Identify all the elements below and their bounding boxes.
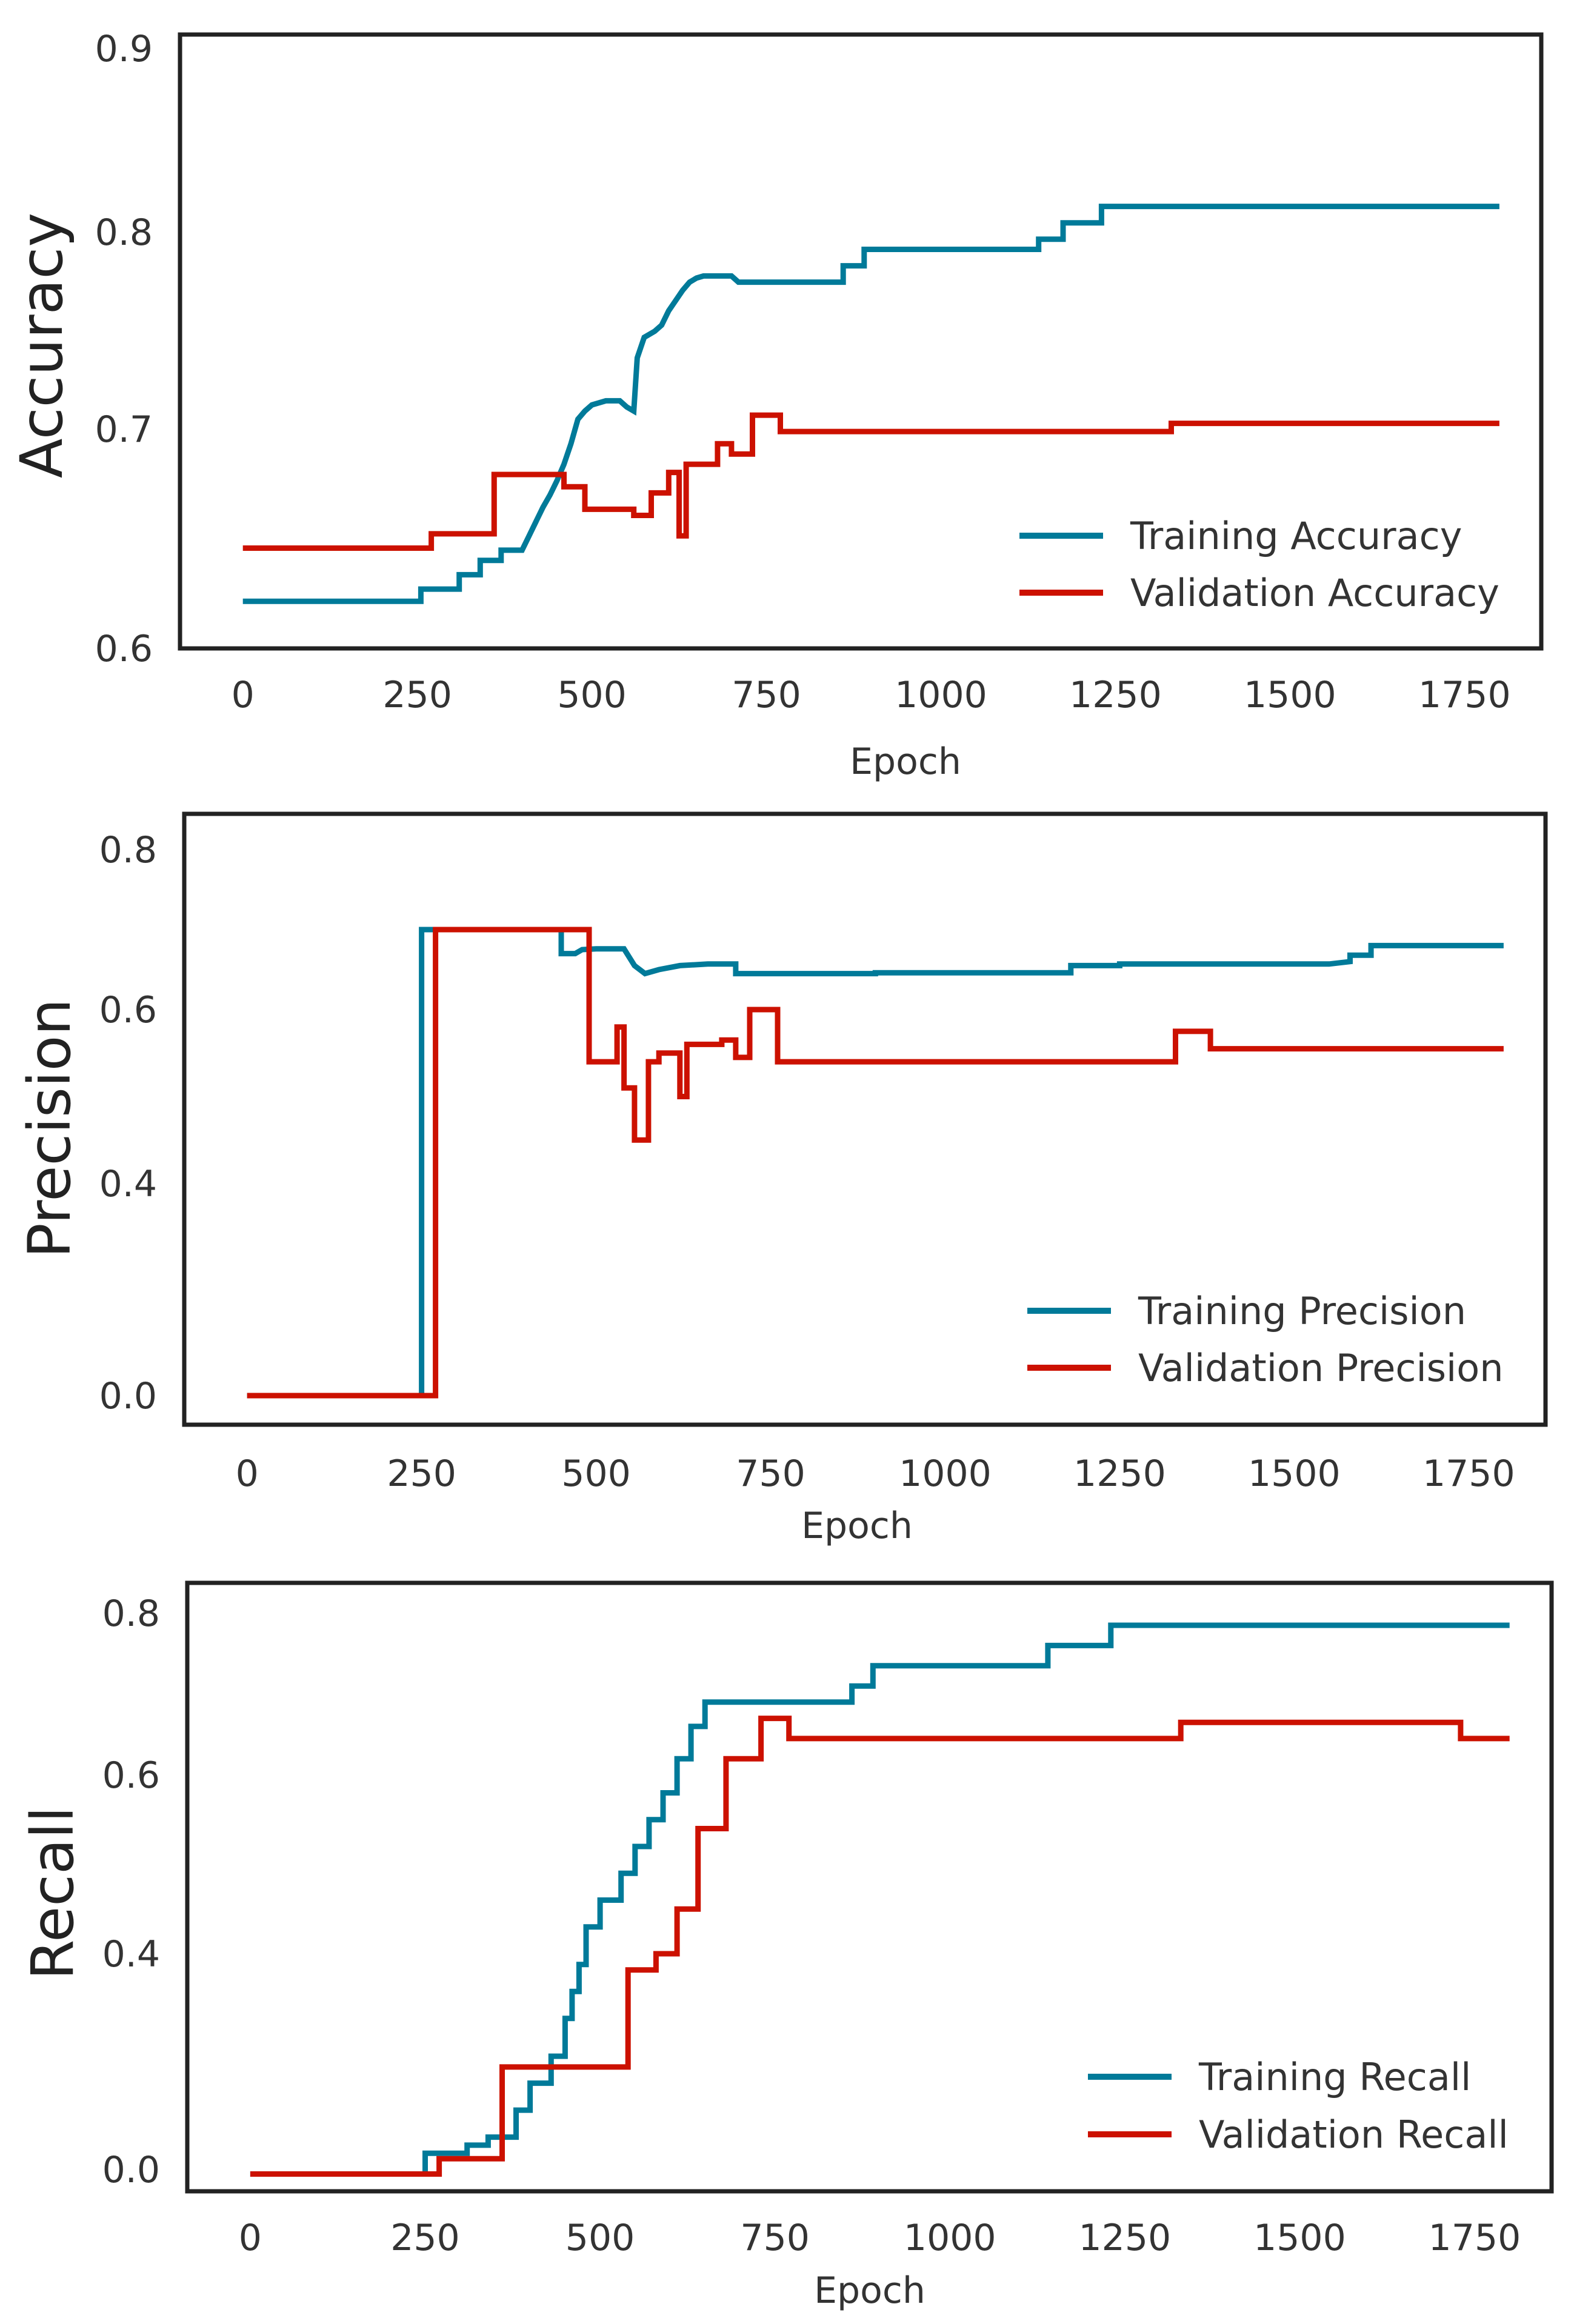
recall-x-tick-250: 250 <box>390 2217 460 2259</box>
accuracy-y-axis-label: Accuracy <box>8 213 76 478</box>
accuracy-x-axis-label: Epoch <box>850 741 961 783</box>
legend-label-training-recall: Training Recall <box>1198 2055 1471 2099</box>
accuracy-y-tick-0-6: 0.6 <box>95 628 153 670</box>
precision-y-tick-0-6: 0.6 <box>99 989 157 1031</box>
precision-tick-labels: 0 250 500 750 1000 1250 1500 1750 0.8 0.6 0.4 0.0 <box>99 829 1515 1495</box>
precision-x-tick-750: 750 <box>736 1453 805 1495</box>
precision-x-tick-1000: 1000 <box>899 1453 992 1495</box>
precision-plot-frame <box>182 811 1548 1427</box>
legend-label-validation-precision: Validation Precision <box>1138 1346 1504 1390</box>
accuracy-legend: Training Accuracy Validation Accuracy <box>1019 514 1499 615</box>
accuracy-tick-labels: 0 250 500 750 1000 1250 1500 1750 0.6 0.7 0.8 0.9 <box>95 28 1511 716</box>
validation-precision-line <box>247 927 1504 1399</box>
legend-label-validation-accuracy: Validation Accuracy <box>1130 571 1499 615</box>
accuracy-y-tick-0-9: 0.9 <box>95 28 153 70</box>
legend-label-training-accuracy: Training Accuracy <box>1130 514 1462 558</box>
precision-series-lines <box>247 927 1504 1399</box>
accuracy-x-tick-1750: 1750 <box>1418 674 1511 716</box>
precision-x-tick-1750: 1750 <box>1422 1453 1515 1495</box>
training-accuracy-line <box>242 204 1499 604</box>
recall-x-tick-0: 0 <box>239 2217 262 2259</box>
recall-x-tick-1750: 1750 <box>1429 2217 1521 2259</box>
precision-x-tick-1250: 1250 <box>1073 1453 1166 1495</box>
accuracy-x-tick-0: 0 <box>232 674 255 716</box>
recall-chart: 0 250 500 750 1000 1250 1500 1750 0.8 0.6 0.4 0.0 E… <box>19 1580 1554 2312</box>
recall-y-tick-0-6: 0.6 <box>102 1754 160 1797</box>
recall-x-tick-1500: 1500 <box>1253 2217 1346 2259</box>
validation-accuracy-line <box>242 412 1499 551</box>
recall-x-tick-1250: 1250 <box>1078 2217 1171 2259</box>
recall-y-tick-0: 0.0 <box>102 2149 160 2191</box>
training-precision-line <box>247 927 1504 1399</box>
recall-x-tick-500: 500 <box>565 2217 635 2259</box>
precision-x-tick-1500: 1500 <box>1248 1453 1341 1495</box>
precision-y-tick-0-4: 0.4 <box>99 1163 157 1205</box>
accuracy-x-tick-1500: 1500 <box>1244 674 1336 716</box>
recall-tick-labels: 0 250 500 750 1000 1250 1500 1750 0.8 0.6 0.4 0.0 <box>102 1593 1521 2259</box>
recall-plot-frame <box>185 1580 1554 2194</box>
precision-y-axis-label: Precision <box>16 999 84 1258</box>
accuracy-plot-frame <box>178 32 1544 651</box>
recall-y-axis-label: Recall <box>19 1806 87 1980</box>
validation-recall-line <box>250 1716 1510 2177</box>
accuracy-x-tick-1000: 1000 <box>895 674 987 716</box>
accuracy-y-tick-0-8: 0.8 <box>95 211 153 254</box>
training-recall-line <box>250 1622 1510 2177</box>
accuracy-x-tick-750: 750 <box>732 674 801 716</box>
accuracy-series-lines <box>242 204 1499 604</box>
accuracy-x-tick-250: 250 <box>382 674 452 716</box>
recall-legend: Training Recall Validation Recall <box>1088 2055 1509 2157</box>
precision-legend: Training Precision Validation Precision <box>1027 1289 1504 1390</box>
precision-x-tick-250: 250 <box>387 1453 456 1495</box>
precision-y-tick-0: 0.0 <box>99 1375 157 1417</box>
precision-chart: 0 250 500 750 1000 1250 1500 1750 0.8 0.6 0.4 0.0 E… <box>16 811 1548 1547</box>
recall-x-tick-750: 750 <box>740 2217 810 2259</box>
precision-x-tick-500: 500 <box>561 1453 631 1495</box>
precision-y-tick-0-8: 0.8 <box>99 829 157 871</box>
recall-x-axis-label: Epoch <box>814 2269 925 2312</box>
accuracy-x-tick-500: 500 <box>557 674 627 716</box>
accuracy-chart: 0 250 500 750 1000 1250 1500 1750 0.6 0.7 0.8 0.9 E… <box>8 28 1544 783</box>
recall-y-tick-0-8: 0.8 <box>102 1593 160 1635</box>
accuracy-y-tick-0-7: 0.7 <box>95 408 153 451</box>
legend-label-validation-recall: Validation Recall <box>1199 2113 1509 2157</box>
recall-x-tick-1000: 1000 <box>904 2217 996 2259</box>
precision-x-axis-label: Epoch <box>801 1505 913 1547</box>
recall-y-tick-0-4: 0.4 <box>102 1933 160 1976</box>
precision-x-tick-0: 0 <box>236 1453 259 1495</box>
recall-series-lines <box>250 1622 1510 2177</box>
accuracy-x-tick-1250: 1250 <box>1069 674 1162 716</box>
legend-label-training-precision: Training Precision <box>1138 1289 1466 1333</box>
